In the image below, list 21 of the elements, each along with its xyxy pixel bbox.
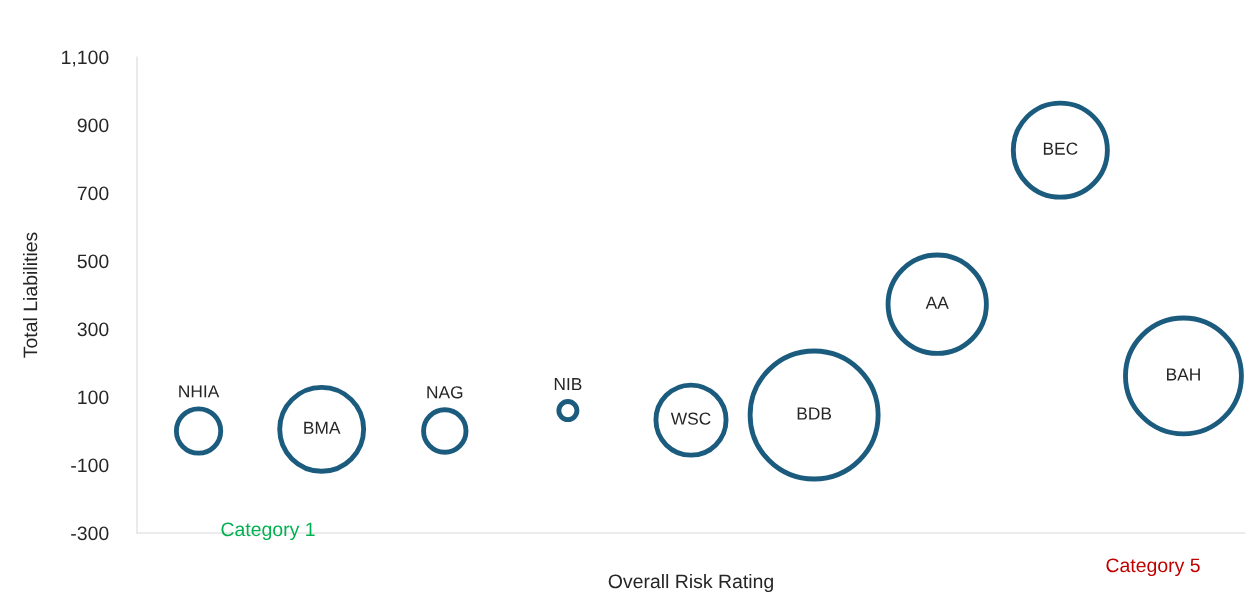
data-label: AA	[925, 296, 949, 309]
x-axis-title: Overall Risk Rating	[608, 573, 773, 593]
y-tick-label: 100	[78, 390, 109, 405]
y-axis-title: Total Liabilities	[23, 232, 38, 358]
data-label: NAG	[427, 386, 463, 399]
data-label: NHIA	[179, 385, 220, 398]
data-label: BAH	[1167, 368, 1200, 381]
text: Category 5	[1106, 558, 1200, 577]
y-tick-label: 700	[77, 186, 109, 201]
y-tick-label: 500	[77, 254, 109, 269]
y-tick-label: -300	[71, 526, 109, 541]
y-tick-label: 1,100	[62, 50, 109, 67]
data-label: BDB	[797, 407, 832, 420]
y-tick-label: -100	[71, 458, 109, 473]
data-label: WSC	[670, 412, 711, 425]
data-label: BMA	[304, 421, 341, 434]
y-tick-label: 300	[77, 322, 109, 337]
data-label: NIB	[554, 378, 582, 391]
annotation: Category 1	[221, 522, 315, 541]
data-label: BEC	[1043, 142, 1078, 155]
y-tick-label: 900	[77, 118, 109, 133]
